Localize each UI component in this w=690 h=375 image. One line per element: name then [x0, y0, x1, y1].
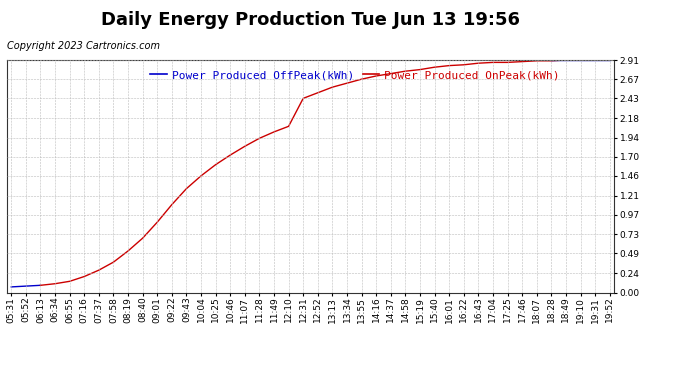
Text: Daily Energy Production Tue Jun 13 19:56: Daily Energy Production Tue Jun 13 19:56 — [101, 11, 520, 29]
Legend: Power Produced OffPeak(kWh), Power Produced OnPeak(kWh): Power Produced OffPeak(kWh), Power Produ… — [146, 66, 564, 84]
Text: Copyright 2023 Cartronics.com: Copyright 2023 Cartronics.com — [7, 41, 160, 51]
